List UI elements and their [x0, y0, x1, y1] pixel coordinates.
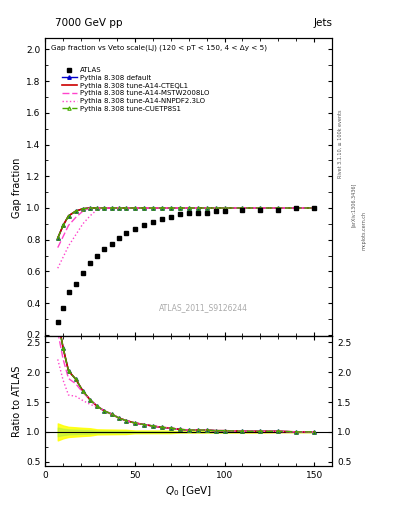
Text: 7000 GeV pp: 7000 GeV pp: [55, 18, 123, 28]
Text: ATLAS_2011_S9126244: ATLAS_2011_S9126244: [158, 304, 248, 312]
Text: mcplots.cern.ch: mcplots.cern.ch: [362, 211, 367, 250]
Text: Rivet 3.1.10, ≥ 100k events: Rivet 3.1.10, ≥ 100k events: [338, 109, 343, 178]
Y-axis label: Ratio to ATLAS: Ratio to ATLAS: [12, 366, 22, 437]
X-axis label: $Q_0$ [GeV]: $Q_0$ [GeV]: [165, 484, 212, 498]
Y-axis label: Gap fraction: Gap fraction: [12, 157, 22, 218]
Text: Gap fraction vs Veto scale(LJ) (120 < pT < 150, 4 < Δy < 5): Gap fraction vs Veto scale(LJ) (120 < pT…: [51, 45, 267, 51]
Text: Jets: Jets: [313, 18, 332, 28]
Text: [arXiv:1306.3436]: [arXiv:1306.3436]: [351, 183, 356, 227]
Legend: ATLAS, Pythia 8.308 default, Pythia 8.308 tune-A14-CTEQL1, Pythia 8.308 tune-A14: ATLAS, Pythia 8.308 default, Pythia 8.30…: [60, 66, 211, 113]
